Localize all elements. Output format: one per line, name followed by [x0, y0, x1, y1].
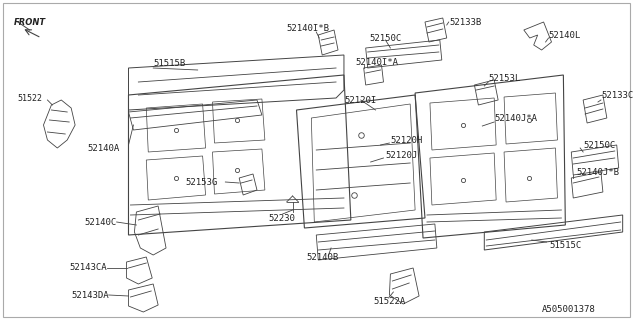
Text: 52150C: 52150C [370, 34, 402, 43]
Text: FRONT: FRONT [13, 18, 45, 27]
Text: 52140A: 52140A [87, 143, 119, 153]
Text: 52143DA: 52143DA [71, 291, 109, 300]
Text: 52140B: 52140B [307, 253, 339, 262]
Text: 52133C: 52133C [601, 91, 633, 100]
Text: 52150C: 52150C [583, 140, 616, 149]
Text: 51522: 51522 [18, 93, 43, 102]
Text: 52133B: 52133B [450, 18, 482, 27]
Text: 52120I: 52120I [344, 95, 376, 105]
Text: 52120J: 52120J [385, 150, 418, 159]
Text: 52140I*B: 52140I*B [287, 23, 330, 33]
Text: 52143CA: 52143CA [69, 263, 107, 273]
Text: 52140I*A: 52140I*A [356, 58, 399, 67]
Text: 51515C: 51515C [550, 241, 582, 250]
Text: 52120H: 52120H [390, 135, 422, 145]
Text: 52153L: 52153L [488, 74, 520, 83]
Text: 52153G: 52153G [186, 178, 218, 187]
Text: 52140J*A: 52140J*A [494, 114, 537, 123]
Text: 52140L: 52140L [548, 30, 580, 39]
Text: A505001378: A505001378 [541, 306, 595, 315]
Text: 51522A: 51522A [374, 298, 406, 307]
Text: 52230: 52230 [269, 213, 296, 222]
Text: 52140C: 52140C [84, 218, 116, 227]
Text: 51515B: 51515B [153, 59, 186, 68]
Text: 52140J*B: 52140J*B [576, 167, 620, 177]
